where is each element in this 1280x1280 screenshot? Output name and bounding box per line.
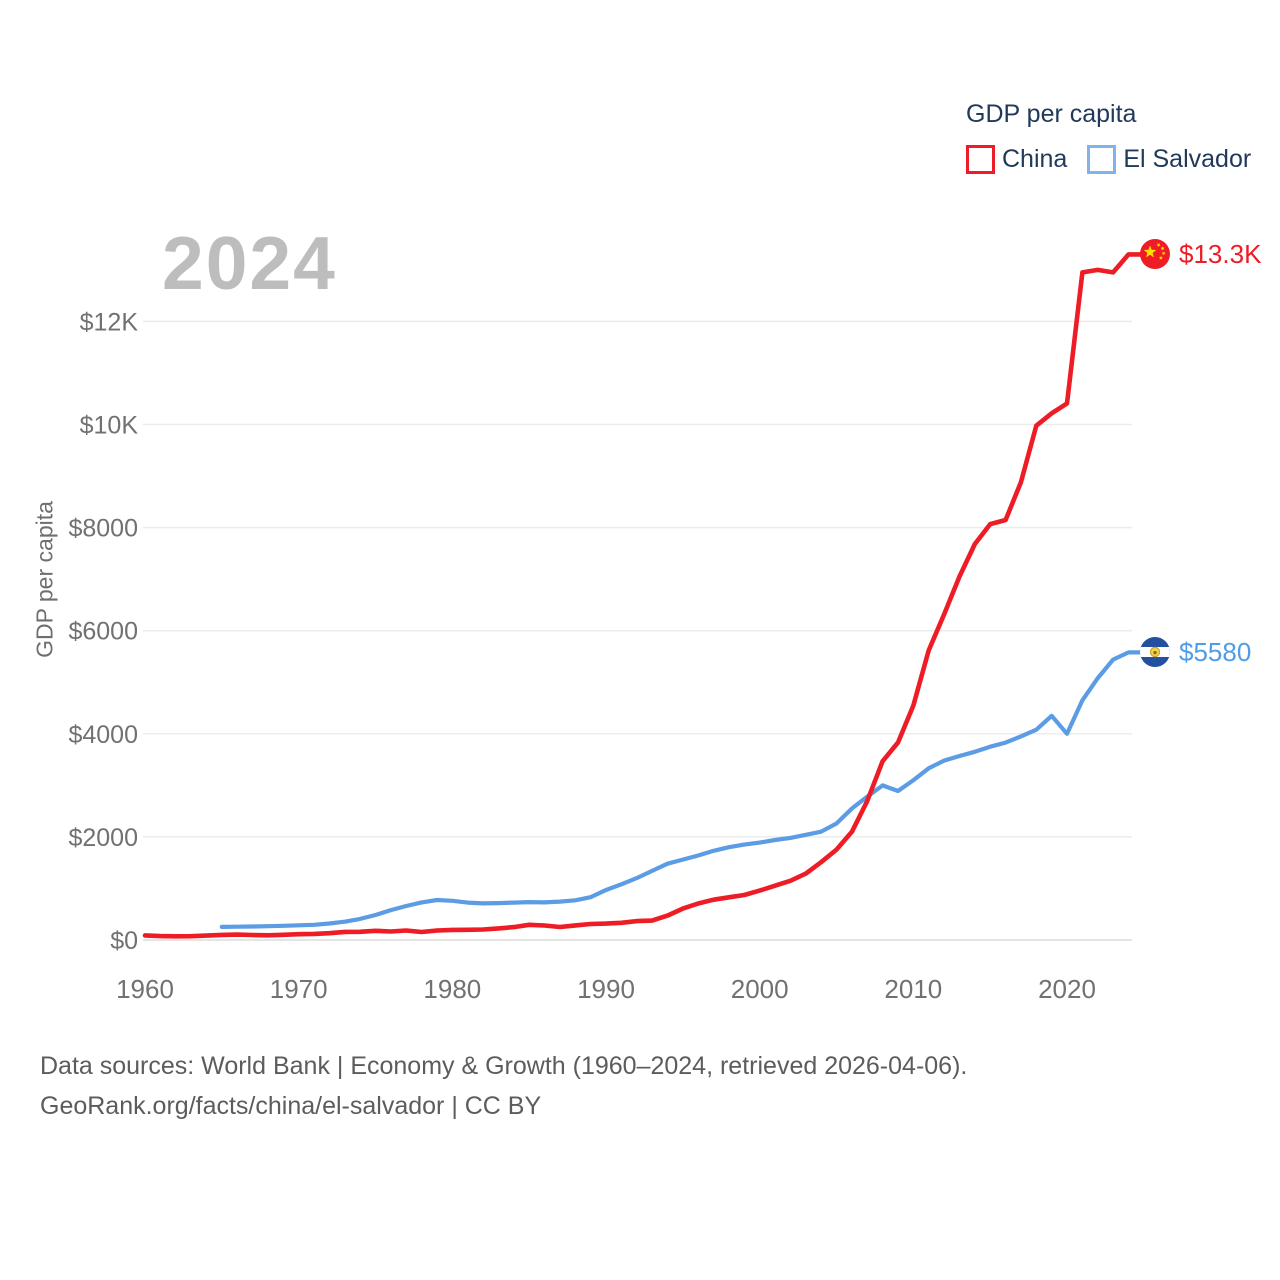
legend-item-el-salvador-label: El Salvador: [1123, 145, 1252, 173]
legend-items: China El Salvador: [966, 145, 1256, 174]
legend-item-el-salvador[interactable]: El Salvador: [1087, 145, 1251, 174]
y-tick-label: $4000: [68, 721, 138, 749]
footer-data-sources: Data sources: World Bank | Economy & Gro…: [40, 1052, 968, 1080]
footer: Data sources: World Bank | Economy & Gro…: [40, 1046, 967, 1126]
china-end-label: $13.3K: [1140, 237, 1261, 271]
china-line: [142, 252, 1145, 939]
y-tick-label: $0: [110, 927, 138, 955]
y-axis-title: GDP per capita: [31, 501, 58, 658]
el-salvador-swatch-icon: [1087, 145, 1117, 174]
y-tick-label: $2000: [68, 824, 138, 852]
x-tick-label: 2020: [1038, 974, 1096, 1004]
el-salvador-end-label: $5580: [1140, 635, 1251, 669]
china-end-value: $13.3K: [1179, 239, 1262, 270]
legend-title: GDP per capita: [966, 100, 1137, 128]
y-tick-label: $6000: [68, 618, 138, 646]
x-tick-label: 2010: [884, 974, 942, 1004]
y-tick-label: $12K: [80, 308, 139, 336]
legend-item-china[interactable]: China: [966, 145, 1067, 174]
year-watermark: 2024: [162, 221, 337, 305]
y-tick-label: $8000: [68, 515, 138, 543]
el-salvador-flag-icon: [1140, 637, 1170, 668]
x-tick-label: 1960: [116, 974, 174, 1004]
x-tick-label: 1970: [270, 974, 328, 1004]
x-tick-label: 1990: [577, 974, 635, 1004]
x-tick-label: 2000: [731, 974, 789, 1004]
footer-attribution-link[interactable]: GeoRank.org/facts/china/el-salvador | CC…: [40, 1092, 542, 1120]
x-tick-label: 1980: [423, 974, 481, 1004]
y-tick-label: $10K: [80, 412, 139, 440]
china-swatch-icon: [966, 145, 995, 174]
el-salvador-line: [219, 650, 1145, 930]
legend-item-china-label: China: [1002, 145, 1068, 173]
legend: GDP per capita China El Salvador: [966, 100, 1256, 174]
el-salvador-end-value: $5580: [1179, 637, 1252, 668]
china-flag-icon: [1140, 239, 1170, 270]
